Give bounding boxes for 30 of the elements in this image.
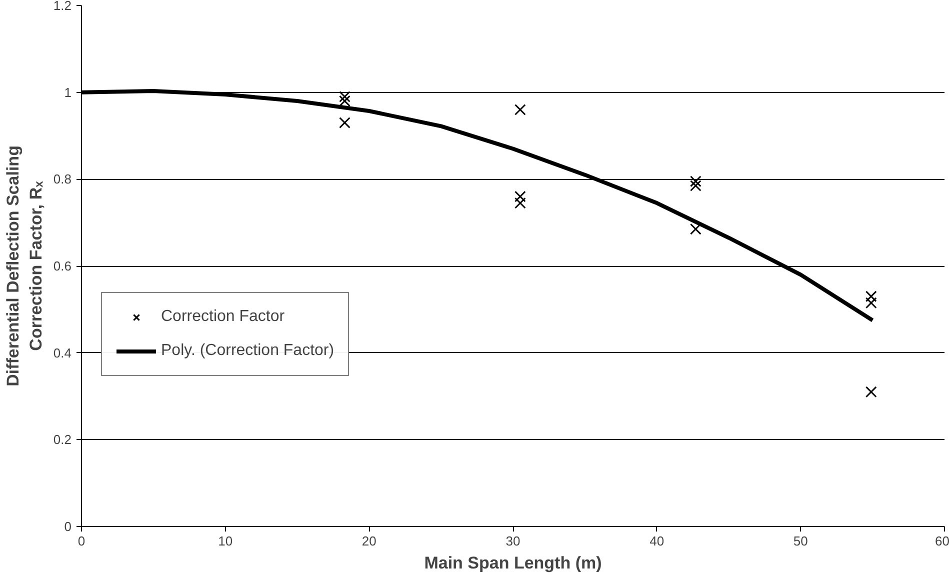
x-tick-label: 40 — [650, 534, 664, 548]
point — [339, 95, 350, 107]
legend-label: Poly. (Correction Factor) — [161, 342, 334, 360]
point — [865, 290, 877, 302]
point — [339, 117, 350, 128]
point — [690, 180, 702, 192]
y-tick-label: 1.2 — [53, 0, 72, 13]
x-tick-label: 30 — [506, 534, 520, 548]
y-tick-label: 0.4 — [53, 345, 72, 360]
point — [690, 223, 702, 235]
x-tick-label: 60 — [935, 534, 949, 548]
point — [690, 176, 702, 188]
y-axis-title: Differential Deflection Scaling Correction Factor, Rₓ — [4, 146, 46, 386]
y-tick-label: 0.8 — [53, 172, 72, 187]
x-tick-label: 50 — [793, 534, 808, 548]
legend-label: Correction Factor — [161, 308, 285, 326]
y-tick-label: 0 — [64, 519, 72, 534]
y-tick-label: 1 — [64, 84, 72, 100]
x-tick-label: 0 — [78, 534, 86, 548]
point — [865, 297, 877, 309]
y-tick-label: 0.6 — [53, 258, 72, 274]
point — [514, 104, 526, 116]
y-tick-label: 0.2 — [53, 432, 72, 448]
point — [514, 197, 526, 209]
x-axis-title: Main Span Length (m) — [424, 554, 602, 572]
point — [865, 386, 877, 398]
x-tick-label: 20 — [362, 534, 376, 548]
point — [339, 90, 350, 102]
x-tick-label: 10 — [218, 534, 233, 548]
point — [514, 190, 526, 202]
